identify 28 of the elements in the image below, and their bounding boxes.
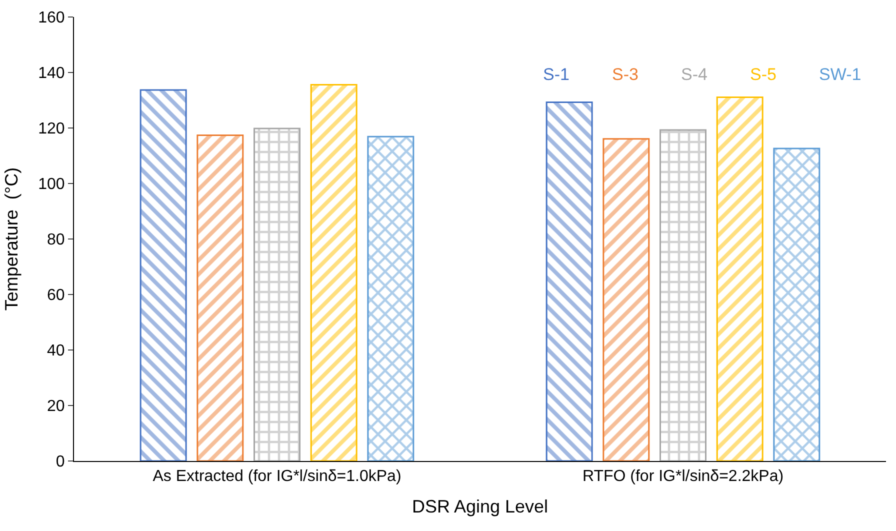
y-tick-label: 20: [47, 398, 65, 416]
y-tick-label: 60: [47, 287, 65, 304]
text: S-3: [612, 65, 638, 84]
text: S-4: [681, 65, 708, 84]
x-tick-label: As Extracted (for IG*l/sinδ=1.0kPa): [152, 468, 402, 486]
y-tick-label: 120: [38, 120, 65, 138]
x-tick-label: RTFO (for IG*l/sinδ=2.2kPa): [582, 468, 784, 486]
bar: [140, 89, 187, 461]
text: SW-1: [819, 65, 862, 84]
y-axis-title: Temperature (°C): [1, 167, 22, 311]
y-tick-label: 0: [56, 454, 65, 471]
x-axis-title: DSR Aging Level: [412, 496, 548, 516]
y-tick-label: 80: [47, 232, 65, 249]
bar: [254, 128, 300, 461]
y-tick-label: 100: [38, 176, 65, 194]
y-tick-label: 140: [38, 65, 65, 82]
series-label: S-1: [543, 65, 570, 84]
y-tick-label: 160: [38, 10, 65, 27]
bar: [716, 96, 764, 461]
bar: [367, 136, 414, 461]
bar: [546, 101, 593, 461]
bar: [602, 138, 650, 461]
bar: [196, 134, 244, 461]
bar: [773, 148, 820, 461]
bar: [660, 129, 706, 461]
bar: [310, 84, 358, 461]
series-label: S-5: [750, 65, 776, 84]
y-tick-label: 40: [47, 342, 65, 360]
